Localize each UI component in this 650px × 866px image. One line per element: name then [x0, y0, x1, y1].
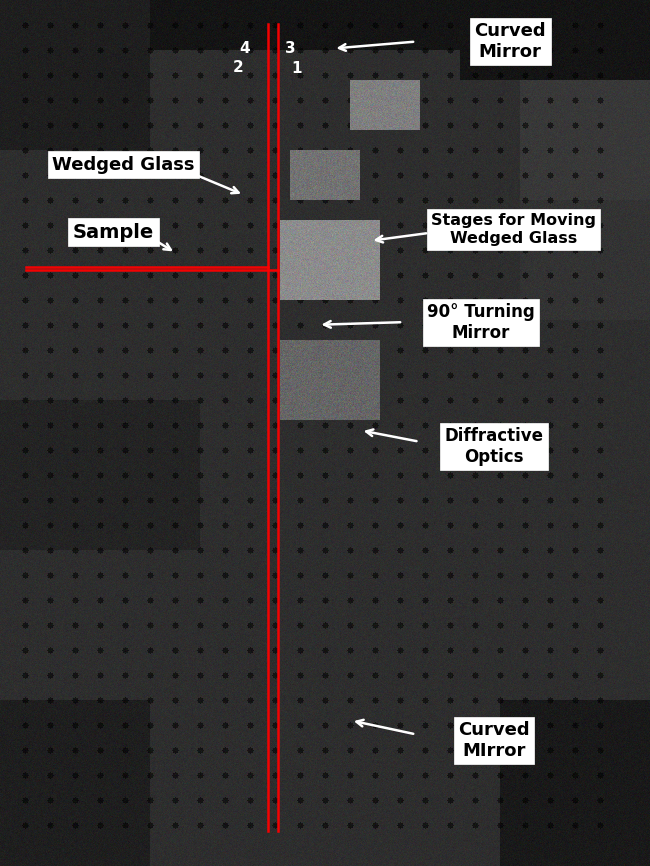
Text: 3: 3: [285, 41, 296, 56]
Text: Stages for Moving
Wedged Glass: Stages for Moving Wedged Glass: [431, 213, 596, 246]
Text: 1: 1: [292, 61, 302, 76]
Text: 2: 2: [233, 60, 243, 75]
Text: Curved
Mirror: Curved Mirror: [474, 23, 546, 61]
Text: 90° Turning
Mirror: 90° Turning Mirror: [427, 303, 535, 341]
Text: Curved
MIrror: Curved MIrror: [458, 721, 530, 759]
Text: Wedged Glass: Wedged Glass: [52, 156, 195, 173]
Text: 4: 4: [239, 41, 250, 56]
Text: Sample: Sample: [73, 223, 155, 242]
Text: Diffractive
Optics: Diffractive Optics: [445, 428, 543, 466]
